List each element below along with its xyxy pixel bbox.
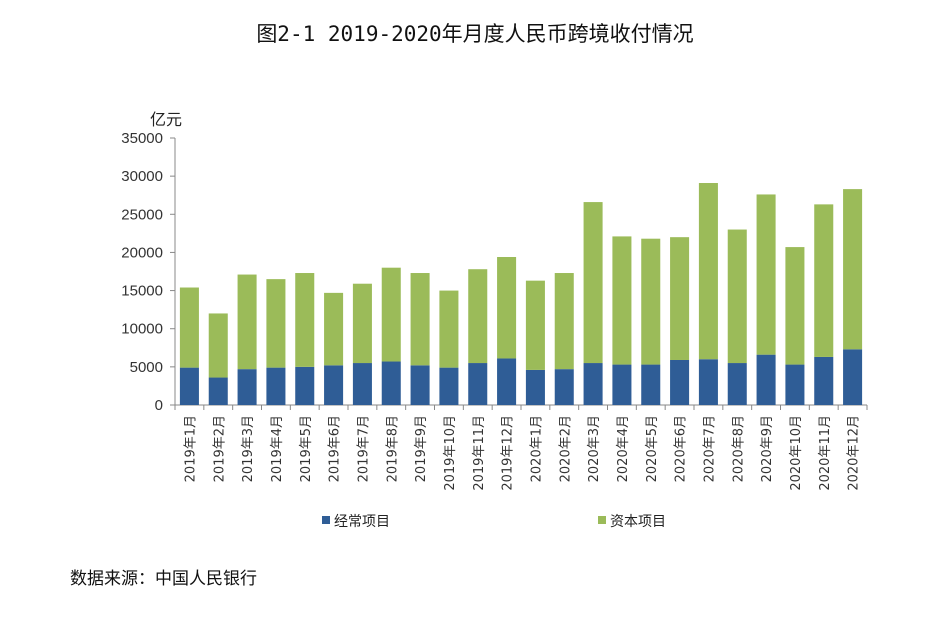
y-axis-unit: 亿元: [150, 110, 183, 129]
bar-segment: [756, 194, 776, 355]
y-tick-label: 25000: [121, 206, 163, 223]
bar-segment: [295, 366, 315, 405]
bar-segment: [352, 283, 372, 364]
x-tick-label: 2019年5月: [299, 415, 314, 482]
bar-segment: [179, 367, 199, 405]
y-tick-label: 20000: [121, 244, 163, 261]
bar-segment: [208, 313, 228, 378]
bar-segment: [410, 273, 430, 366]
bar-segment: [237, 274, 257, 370]
x-tick-label: 2020年4月: [616, 415, 631, 482]
bar-segment: [439, 290, 459, 368]
data-source: 数据来源：中国人民银行: [70, 569, 257, 589]
x-tick-label: 2019年2月: [212, 415, 227, 482]
bar-segment: [352, 363, 372, 405]
x-tick-label: 2020年5月: [645, 415, 660, 482]
x-tick-label: 2020年6月: [674, 415, 689, 482]
bar-segment: [814, 356, 834, 405]
bar-segment: [612, 236, 632, 365]
legend-label: 经常项目: [334, 514, 390, 530]
bar-segment: [497, 358, 517, 405]
bar-segment: [612, 364, 632, 405]
bar-segment: [381, 361, 401, 405]
bar-segment: [439, 367, 459, 405]
bar-segment: [497, 257, 517, 359]
bar-segment: [324, 292, 344, 366]
bar-segment: [468, 363, 488, 405]
y-tick-label: 10000: [121, 321, 163, 338]
y-tick-label: 30000: [121, 168, 163, 185]
y-tick-label: 15000: [121, 283, 163, 300]
bar-segment: [554, 273, 574, 370]
bar-segment: [843, 189, 863, 350]
legend-label: 资本项目: [610, 514, 666, 530]
bar-segment: [641, 238, 661, 365]
legend-swatch: [598, 516, 606, 524]
x-tick-label: 2020年12月: [847, 415, 862, 491]
x-tick-label: 2019年12月: [501, 415, 516, 491]
x-tick-label: 2019年7月: [356, 415, 371, 482]
bar-segment: [583, 363, 603, 405]
bar-segment: [266, 279, 286, 368]
x-tick-label: 2019年1月: [183, 415, 198, 482]
bar-segment: [468, 269, 488, 364]
bar-segment: [641, 364, 661, 405]
chart-title: 图2-1 2019-2020年月度人民币跨境收付情况: [256, 22, 694, 46]
bar-segment: [208, 377, 228, 405]
x-tick-label: 2020年9月: [760, 415, 775, 482]
x-tick-label: 2019年9月: [414, 415, 429, 482]
x-tick-label: 2019年10月: [443, 415, 458, 491]
bar-segment: [670, 359, 690, 405]
y-tick-label: 35000: [121, 130, 163, 147]
y-tick-label: 5000: [130, 359, 163, 376]
bar-segment: [324, 365, 344, 405]
x-tick-label: 2020年8月: [731, 415, 746, 482]
bar-segment: [583, 202, 603, 364]
x-tick-label: 2020年2月: [558, 415, 573, 482]
x-tick-label: 2020年10月: [789, 415, 804, 491]
bar-segment: [237, 369, 257, 405]
x-tick-label: 2019年11月: [472, 415, 487, 491]
x-tick-label: 2019年8月: [385, 415, 400, 482]
bar-segment: [698, 359, 718, 405]
bar-segment: [525, 369, 545, 405]
bar-segment: [670, 237, 690, 360]
bar-segment: [266, 367, 286, 405]
x-tick-label: 2020年11月: [818, 415, 833, 491]
bar-segment: [698, 183, 718, 360]
bar-segment: [785, 364, 805, 405]
x-tick-label: 2020年3月: [587, 415, 602, 482]
bar-segment: [410, 365, 430, 405]
x-tick-label: 2020年7月: [702, 415, 717, 482]
bar-segment: [843, 349, 863, 405]
bar-segment: [381, 267, 401, 362]
bar-segment: [756, 354, 776, 405]
x-tick-label: 2020年1月: [529, 415, 544, 482]
bar-segment: [554, 369, 574, 405]
bar-segment: [525, 280, 545, 370]
x-tick-label: 2019年3月: [241, 415, 256, 482]
bar-segment: [727, 229, 747, 364]
bar-segment: [814, 204, 834, 357]
bar-segment: [295, 273, 315, 367]
bar-segment: [179, 287, 199, 368]
x-tick-label: 2019年4月: [270, 415, 285, 482]
bar-segment: [785, 247, 805, 365]
bar-segment: [727, 363, 747, 405]
x-tick-label: 2019年6月: [328, 415, 343, 482]
y-tick-label: 0: [155, 397, 163, 414]
legend-swatch: [322, 516, 330, 524]
